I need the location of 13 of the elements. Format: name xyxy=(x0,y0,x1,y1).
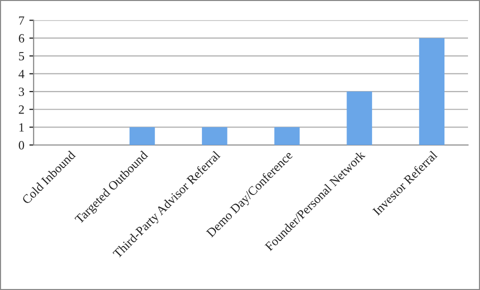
bar xyxy=(202,127,228,145)
y-tick-label: 2 xyxy=(18,105,24,114)
y-tick-label: 5 xyxy=(19,52,24,60)
y-tick-label: 4 xyxy=(18,70,24,78)
y-tick-label: 7 xyxy=(19,16,24,25)
y-tick-label: 0 xyxy=(18,141,24,150)
y-tick-label: 6 xyxy=(18,34,24,43)
bar xyxy=(419,38,444,145)
bar xyxy=(130,127,155,145)
bar xyxy=(346,92,372,145)
y-tick-label: 3 xyxy=(18,88,24,96)
bar xyxy=(274,127,300,145)
y-tick-label: 1 xyxy=(19,123,24,132)
